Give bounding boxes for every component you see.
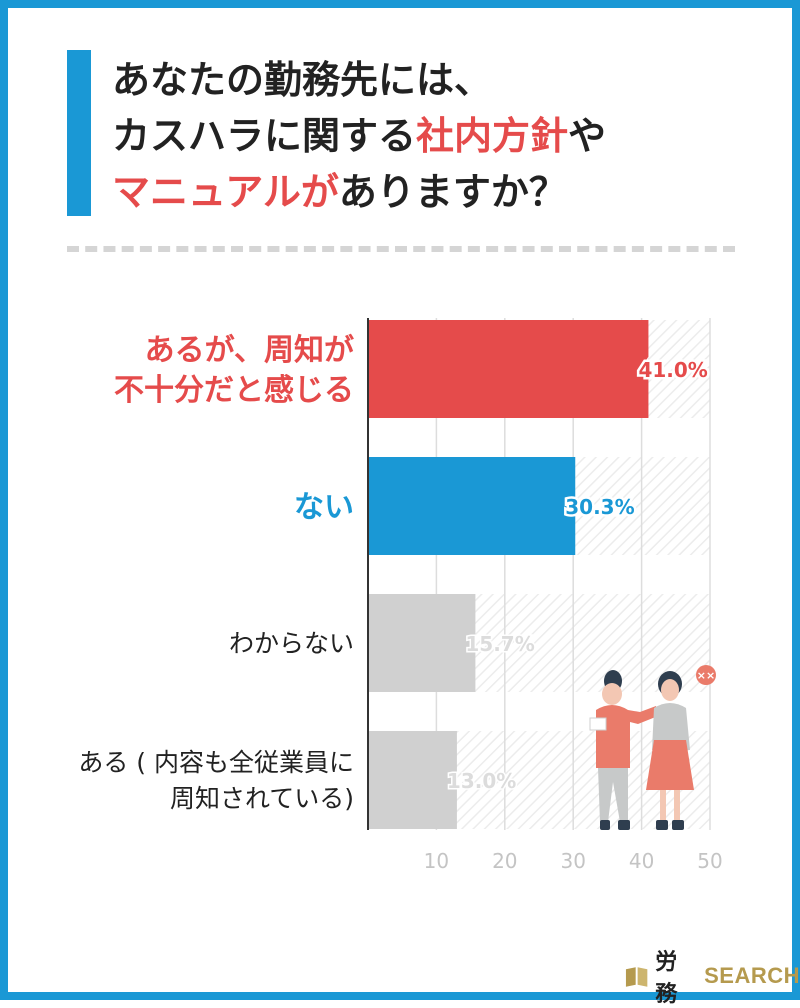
illustration-two-women: ×× — [589, 665, 716, 830]
value-label: 13.0% — [447, 769, 516, 793]
category-label: 不十分だと感じる — [114, 373, 354, 408]
bar — [368, 320, 649, 418]
tick-label: 20 — [492, 849, 517, 873]
category-label: あるが、周知が — [145, 333, 354, 368]
title-highlight-policy: 社内方針 — [416, 114, 569, 158]
title-divider — [67, 246, 735, 252]
bar — [368, 731, 457, 829]
tick-label: 30 — [560, 849, 585, 873]
chart-title: あなたの勤務先には、 カスハラに関する社内方針や マニュアルがありますか？ — [112, 52, 606, 220]
category-label: わからない — [229, 629, 354, 658]
tick-label: 50 — [697, 849, 722, 873]
category-label: ない — [294, 490, 354, 525]
tick-label: 40 — [629, 849, 654, 873]
category-label: 周知されている) — [170, 784, 354, 813]
category-label: ある ( 内容も全従業員に — [78, 748, 354, 777]
value-label: 15.7% — [465, 632, 534, 656]
book-icon — [625, 967, 648, 987]
bar — [368, 594, 476, 692]
logo-text-en: SEARCH — [704, 963, 800, 988]
value-label: 41.0% — [638, 358, 707, 382]
frown-bubble-icon: ×× — [696, 665, 716, 685]
bar — [368, 457, 576, 555]
tick-label: 10 — [424, 849, 449, 873]
title-line-1: あなたの勤務先には、 — [112, 58, 493, 102]
title-line-2: カスハラに関する社内方針や — [112, 114, 607, 158]
title-line-3: マニュアルがありますか？ — [112, 170, 567, 214]
title-accent-bar — [67, 50, 91, 216]
title-highlight-manual: マニュアルが — [112, 170, 339, 214]
logo-text-ja: 労務 — [655, 950, 678, 1007]
woman-right-figure — [646, 671, 694, 830]
value-label: 30.3% — [565, 495, 634, 519]
svg-text:××: ×× — [697, 669, 715, 682]
woman-left-figure — [589, 670, 658, 830]
brand-logo: 労務 SEARCH — [624, 944, 800, 1008]
